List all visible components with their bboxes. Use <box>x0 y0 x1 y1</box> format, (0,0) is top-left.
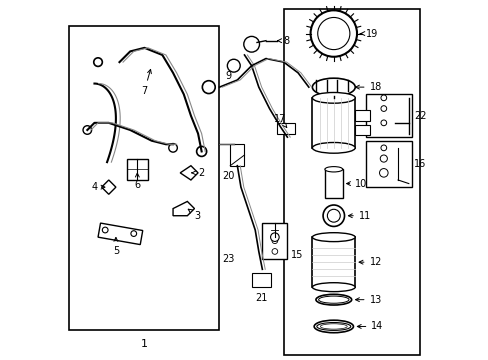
Ellipse shape <box>312 233 354 242</box>
Bar <box>365 141 411 187</box>
Ellipse shape <box>312 78 354 96</box>
Bar <box>69 26 219 330</box>
Circle shape <box>380 95 386 101</box>
Ellipse shape <box>312 143 354 153</box>
Text: 13: 13 <box>355 295 381 305</box>
Text: 12: 12 <box>358 257 381 267</box>
Bar <box>283 9 419 355</box>
Circle shape <box>380 145 386 151</box>
Text: 6: 6 <box>134 173 140 190</box>
Circle shape <box>271 249 277 254</box>
Text: 1: 1 <box>141 339 148 349</box>
Bar <box>324 169 342 198</box>
Circle shape <box>317 18 349 50</box>
Circle shape <box>168 144 177 152</box>
Text: 14: 14 <box>357 321 383 332</box>
Ellipse shape <box>313 320 353 333</box>
Circle shape <box>270 233 279 242</box>
Circle shape <box>131 231 136 237</box>
Ellipse shape <box>316 323 350 330</box>
Circle shape <box>227 59 240 72</box>
Text: 15: 15 <box>290 250 303 260</box>
Text: 8: 8 <box>277 36 289 46</box>
Circle shape <box>380 120 386 126</box>
Text: 3: 3 <box>188 209 200 221</box>
Circle shape <box>94 58 102 66</box>
Text: 4: 4 <box>92 182 105 192</box>
Bar <box>312 237 354 287</box>
Ellipse shape <box>315 294 351 305</box>
Bar <box>276 123 294 134</box>
Circle shape <box>83 126 91 134</box>
Circle shape <box>102 227 108 233</box>
Text: 11: 11 <box>347 211 370 221</box>
Text: 18: 18 <box>355 82 381 92</box>
Circle shape <box>379 168 387 177</box>
Ellipse shape <box>312 283 354 292</box>
Circle shape <box>380 106 386 111</box>
Bar <box>126 158 148 180</box>
Text: 23: 23 <box>222 253 234 264</box>
Circle shape <box>380 155 386 162</box>
Text: 7: 7 <box>141 69 151 96</box>
Circle shape <box>244 36 259 52</box>
Ellipse shape <box>324 167 342 172</box>
Bar <box>98 223 142 244</box>
Bar <box>354 125 369 135</box>
Bar <box>354 111 369 121</box>
Text: 17: 17 <box>273 114 286 127</box>
Bar <box>262 223 287 258</box>
Circle shape <box>326 209 340 222</box>
Circle shape <box>196 147 206 157</box>
Text: 21: 21 <box>255 293 267 303</box>
Text: 9: 9 <box>225 71 231 81</box>
Bar <box>365 94 411 137</box>
Text: 2: 2 <box>191 168 204 178</box>
Text: 16: 16 <box>413 159 426 169</box>
Bar <box>251 273 271 287</box>
Text: 22: 22 <box>413 111 426 121</box>
Ellipse shape <box>320 324 346 329</box>
Text: 5: 5 <box>113 238 119 256</box>
Text: 20: 20 <box>222 171 234 181</box>
Ellipse shape <box>318 296 348 303</box>
Circle shape <box>271 238 277 244</box>
Circle shape <box>310 10 356 57</box>
Circle shape <box>323 205 344 226</box>
Ellipse shape <box>312 93 354 103</box>
Text: 10: 10 <box>346 179 367 189</box>
Circle shape <box>202 81 215 94</box>
Bar <box>312 98 354 148</box>
Bar <box>230 144 244 166</box>
Text: 19: 19 <box>360 28 377 39</box>
